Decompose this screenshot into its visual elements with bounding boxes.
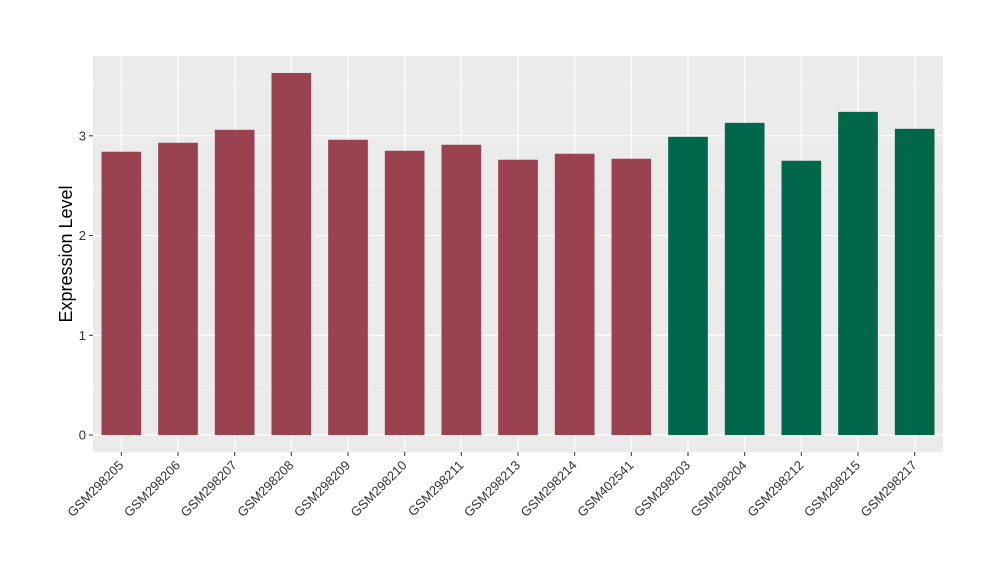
x-tick-label: GSM298214 — [518, 458, 580, 520]
bar-GSM298207 — [214, 129, 255, 436]
bar-GSM298215 — [838, 111, 878, 436]
bar-GSM298208 — [271, 72, 312, 436]
x-tick-label: GSM298210 — [348, 458, 410, 520]
y-axis: 0 1 2 3 — [79, 128, 93, 443]
y-tick-label: 2 — [79, 228, 86, 243]
x-tick-label: GSM298207 — [178, 458, 240, 520]
x-tick-label: GSM298215 — [801, 458, 863, 520]
x-tick-label: GSM298217 — [858, 458, 920, 520]
bar-GSM298203 — [668, 136, 708, 436]
x-tick-label: GSM298211 — [405, 458, 467, 520]
bar-GSM298206 — [158, 142, 198, 436]
bar-GSM298211 — [441, 144, 482, 436]
bar-GSM298213 — [498, 159, 538, 436]
x-tick-label: GSM298203 — [631, 458, 693, 520]
bar-GSM298209 — [328, 139, 368, 436]
y-axis-title: Expression Level — [56, 185, 76, 322]
bar-GSM402541 — [611, 158, 652, 436]
bar-GSM298217 — [894, 128, 935, 436]
y-tick-label: 0 — [79, 428, 86, 443]
bar-GSM298214 — [554, 153, 595, 436]
x-axis: GSM298205GSM298206GSM298207GSM298208GSM2… — [64, 452, 920, 520]
bar-GSM298212 — [781, 160, 822, 436]
x-tick-label: GSM298212 — [744, 458, 806, 520]
x-tick-label: GSM402541 — [574, 458, 636, 520]
bar-GSM298204 — [724, 122, 765, 436]
y-tick-label: 1 — [79, 328, 86, 343]
x-tick-label: GSM298208 — [234, 458, 296, 520]
x-tick-label: GSM298209 — [291, 458, 353, 520]
x-tick-label: GSM298206 — [121, 458, 183, 520]
y-tick-label: 3 — [79, 128, 86, 143]
x-tick-label: GSM298205 — [64, 458, 126, 520]
x-tick-label: GSM298204 — [688, 458, 750, 520]
bars — [101, 72, 935, 436]
bar-GSM298210 — [384, 150, 425, 436]
bar-GSM298205 — [101, 151, 142, 436]
x-tick-label: GSM298213 — [461, 458, 523, 520]
